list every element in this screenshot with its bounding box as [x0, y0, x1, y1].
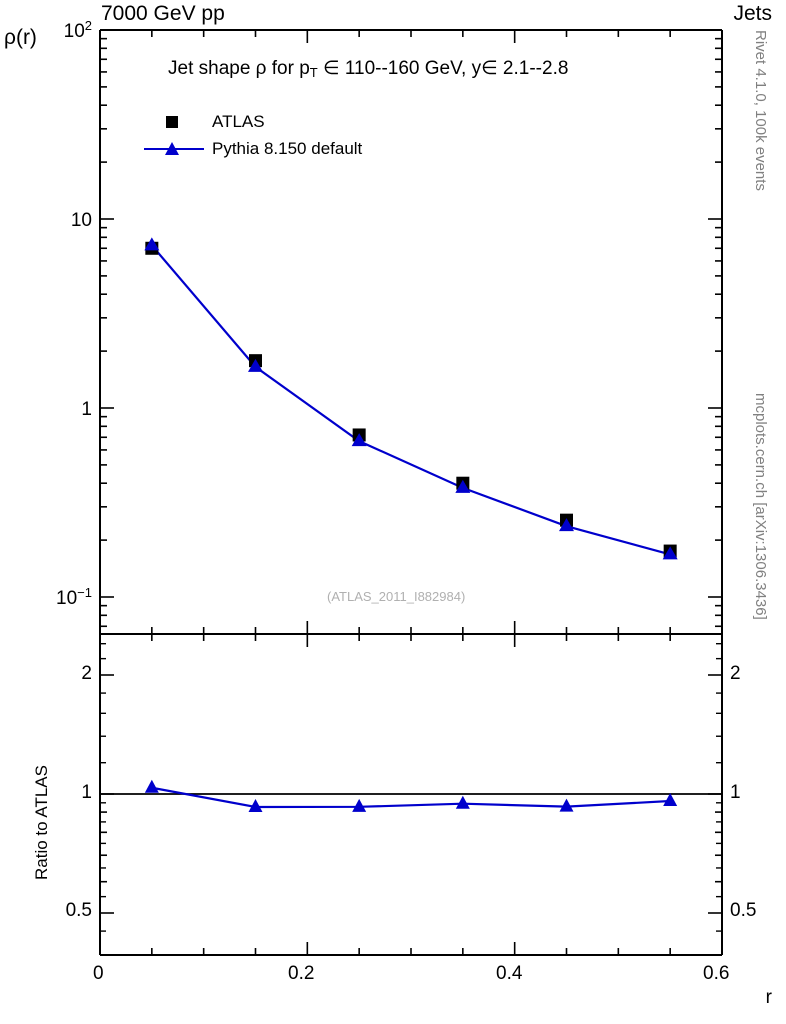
- ytick-label-main-1e2: 102: [63, 18, 92, 42]
- pythia-marker-triangle: [248, 358, 263, 372]
- pythia-marker-triangle-ratio: [663, 793, 678, 807]
- xtick-label-04: 0.4: [496, 963, 523, 984]
- header-beam-label: 7000 GeV pp: [101, 2, 225, 25]
- ytick-label-main-1: 1: [81, 399, 92, 420]
- xtick-label-02: 0.2: [288, 963, 315, 984]
- pythia-marker-triangle-ratio: [248, 799, 263, 813]
- ytick-label-ratio-1-right: 1: [730, 782, 741, 803]
- pythia-marker-triangle: [559, 518, 574, 532]
- legend-marker-triangle-icon: [144, 142, 204, 155]
- pythia-marker-triangle-ratio: [455, 795, 470, 809]
- plot-title-prefix: Jet shape ρ for p: [168, 58, 310, 79]
- ytick-label-ratio-1-left: 1: [81, 782, 92, 803]
- legend-label-pythia: Pythia 8.150 default: [212, 139, 363, 158]
- analysis-id-watermark: (ATLAS_2011_I882984): [327, 589, 466, 604]
- ytick-label-ratio-05-left: 0.5: [65, 900, 92, 921]
- plot-title-suffix: ∈ 110--160 GeV, y∈ 2.1--2.8: [317, 58, 569, 79]
- ytick-label-ratio-2-left: 2: [81, 663, 92, 684]
- pythia-curve-ratio: [151, 786, 671, 809]
- plot-title: Jet shape ρ for pT ∈ 110--160 GeV, y∈ 2.…: [168, 57, 568, 80]
- pythia-marker-triangle: [144, 237, 160, 251]
- xtick-label-06: 0.6: [703, 963, 730, 984]
- xtick-label-0: 0: [93, 963, 104, 984]
- pythia-marker-triangle-ratio: [352, 798, 367, 812]
- legend-label-atlas: ATLAS: [212, 112, 265, 131]
- ytick-label-main-10: 10: [70, 210, 92, 231]
- legend-marker-square-icon: [166, 116, 178, 128]
- ytick-label-ratio-05-right: 0.5: [730, 900, 757, 921]
- plot-title-subscript: T: [309, 65, 318, 80]
- header-analysis-label: Jets: [733, 2, 772, 25]
- x-axis-label: r: [765, 987, 772, 1008]
- pythia-marker-triangle-ratio: [559, 798, 574, 812]
- pythia-curve-main: [150, 244, 671, 556]
- pythia-marker-triangle: [455, 479, 471, 493]
- pythia-marker-triangle-ratio: [144, 779, 159, 793]
- pythia-marker-triangle: [351, 433, 367, 447]
- pythia-marker-triangle: [662, 546, 678, 560]
- main-y-axis-label: ρ(r): [4, 26, 37, 49]
- ytick-label-ratio-2-right: 2: [730, 663, 741, 684]
- ytick-label-main-1e-1: 10−1: [56, 585, 92, 609]
